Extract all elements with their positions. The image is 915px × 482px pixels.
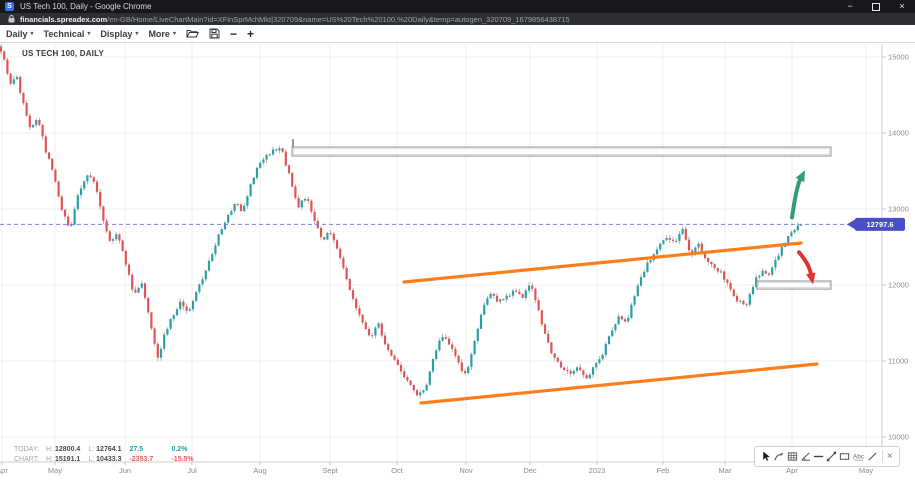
chart-app-toolbar: Daily ▾ Technical ▾ Display ▾ More ▾ − + — [0, 25, 915, 43]
svg-text:Abc: Abc — [853, 453, 865, 460]
menu-technical[interactable]: Technical ▾ — [43, 28, 91, 39]
horizontal-line-icon — [813, 455, 824, 458]
svg-text:Apr: Apr — [786, 466, 798, 475]
draw-arrow-tool[interactable] — [774, 450, 785, 463]
svg-text:15000: 15000 — [888, 53, 909, 62]
tools-separator — [882, 450, 883, 463]
channel-upper-line[interactable] — [402, 241, 803, 284]
today-change-pct: 0.2% — [171, 446, 188, 453]
close-window-button[interactable]: × — [899, 1, 905, 11]
support-zone[interactable] — [756, 280, 832, 290]
diagonal-line-icon — [868, 452, 877, 461]
svg-text:Oct: Oct — [391, 466, 404, 475]
svg-text:12797.6: 12797.6 — [866, 220, 893, 229]
open-folder-button[interactable] — [186, 28, 199, 39]
svg-text:13000: 13000 — [888, 205, 909, 214]
svg-text:Aug: Aug — [253, 466, 266, 475]
svg-text:Jun: Jun — [119, 466, 131, 475]
drawing-tools-panel: Abc × — [754, 446, 900, 467]
trend-line-icon — [826, 451, 837, 462]
svg-text:Nov: Nov — [459, 466, 473, 475]
save-button[interactable] — [209, 28, 220, 39]
browser-urlbar[interactable]: financials.spreadex.com/en-GB/Home/LiveC… — [0, 13, 915, 25]
grid-tool[interactable] — [787, 450, 798, 463]
angle-line-icon — [801, 452, 811, 461]
svg-text:Mar: Mar — [719, 466, 732, 475]
chevron-down-icon: ▾ — [135, 31, 139, 37]
candles-up — [12, 76, 803, 396]
svg-text:Sept: Sept — [322, 466, 338, 475]
chart-low: 10433.3 — [96, 456, 122, 463]
text-tool[interactable]: Abc — [852, 450, 865, 463]
svg-text:Apr: Apr — [0, 466, 8, 475]
text-icon: Abc — [853, 453, 865, 461]
svg-text:10000: 10000 — [888, 433, 909, 442]
stats-chart-row: CHART: H: 15191.1 L: 10433.3 -2353.7 -15.5… — [14, 455, 203, 465]
lock-icon — [8, 15, 15, 23]
svg-text:14000: 14000 — [888, 129, 909, 138]
candles-down — [0, 46, 771, 396]
chevron-down-icon: ▾ — [172, 31, 176, 37]
chart-title: US TECH 100, DAILY — [22, 49, 104, 58]
axis-labels: 10000 11000 12000 13000 14000 15000 Apr May Jun J… — [0, 53, 909, 476]
menu-more[interactable]: More ▾ — [148, 28, 176, 39]
close-tools-button[interactable]: × — [886, 451, 893, 462]
favicon-icon: S — [5, 2, 14, 11]
horizontal-line-tool[interactable] — [813, 450, 824, 463]
chart-statistics: TODAY: H: 12800.4 L: 12764.1 27.5 0.2% CHA… — [14, 445, 203, 465]
maximize-icon — [872, 3, 880, 11]
bearish-arrow[interactable] — [797, 250, 816, 285]
stats-today-row: TODAY: H: 12800.4 L: 12764.1 27.5 0.2% — [14, 445, 203, 455]
chevron-down-icon: ▾ — [30, 31, 34, 37]
svg-text:Jul: Jul — [187, 466, 197, 475]
svg-text:2023: 2023 — [589, 466, 606, 475]
menu-display[interactable]: Display ▾ — [100, 28, 139, 39]
rectangle-tool[interactable] — [839, 450, 850, 463]
trend-angle-tool[interactable] — [800, 450, 811, 463]
svg-text:May: May — [48, 466, 62, 475]
minimize-button[interactable]: − — [847, 1, 853, 11]
window-title: US Tech 100, Daily - Google Chrome — [20, 2, 152, 11]
svg-text:Dec: Dec — [523, 466, 537, 475]
line-tool[interactable] — [867, 450, 878, 463]
svg-text:May: May — [859, 466, 873, 475]
pointer-icon — [763, 451, 770, 461]
channel-lower-line[interactable] — [419, 362, 819, 405]
pointer-tool[interactable] — [761, 450, 772, 463]
zoom-out-button[interactable]: − — [229, 26, 237, 41]
current-price-label: 12797.6 — [847, 217, 905, 231]
url-text: financials.spreadex.com/en-GB/Home/LiveC… — [20, 15, 570, 24]
zoom-in-button[interactable]: + — [246, 26, 254, 41]
maximize-button[interactable] — [863, 0, 889, 13]
curved-arrow-icon — [774, 453, 784, 461]
trend-line-tool[interactable] — [826, 450, 837, 463]
today-high: 12800.4 — [55, 446, 81, 453]
bullish-arrow[interactable] — [790, 170, 805, 220]
url-path: /en-GB/Home/LiveChartMain?id=XFinSprMchM… — [107, 14, 570, 24]
browser-titlebar: S US Tech 100, Daily - Google Chrome − × — [0, 0, 915, 13]
resistance-zone[interactable] — [291, 139, 832, 157]
svg-text:12000: 12000 — [888, 281, 909, 290]
rectangle-icon — [839, 453, 850, 460]
candle-wicks — [0, 44, 802, 399]
chevron-down-icon: ▾ — [87, 31, 91, 37]
url-domain: financials.spreadex.com — [20, 14, 108, 24]
svg-text:Feb: Feb — [657, 466, 670, 475]
chart-high: 15191.1 — [55, 456, 81, 463]
today-change: 27.5 — [129, 446, 144, 453]
chart-change-pct: -15.5% — [171, 456, 194, 463]
today-low: 12764.1 — [96, 446, 122, 453]
chart-change: -2353.7 — [129, 456, 154, 463]
svg-text:11000: 11000 — [888, 357, 908, 366]
menu-period[interactable]: Daily ▾ — [6, 28, 34, 39]
grid-icon — [787, 452, 798, 461]
